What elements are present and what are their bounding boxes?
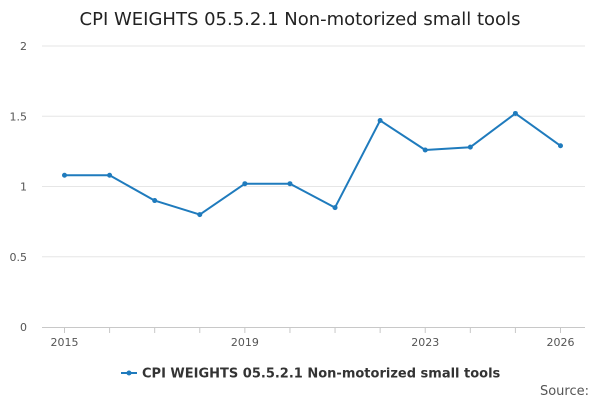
legend-label[interactable]: CPI WEIGHTS 05.5.2.1 Non-motorized small… — [142, 367, 501, 382]
y-tick-label: 0 — [20, 321, 27, 334]
data-point — [107, 172, 113, 178]
legend[interactable]: CPI WEIGHTS 05.5.2.1 Non-motorized small… — [121, 367, 501, 382]
data-point — [62, 172, 67, 178]
x-tick-label: 2019 — [231, 336, 259, 349]
data-point — [558, 143, 563, 149]
chart-title: CPI WEIGHTS 05.5.2.1 Non-motorized small… — [80, 9, 521, 30]
data-point — [242, 181, 248, 187]
data-point — [512, 110, 518, 116]
legend-marker — [126, 370, 132, 376]
y-axis-ticks: 0 0.5 1 1.5 2 — [10, 40, 28, 334]
series-line — [64, 112, 562, 216]
gridlines — [42, 45, 585, 258]
data-point — [377, 117, 383, 123]
data-point — [332, 205, 338, 211]
x-tick-label: 2026 — [547, 336, 575, 349]
data-point — [197, 212, 203, 218]
x-axis: 2015 2019 2023 2026 — [42, 327, 585, 349]
x-tick-label: 2023 — [411, 336, 439, 349]
y-tick-label: 0.5 — [10, 251, 28, 264]
data-point — [467, 144, 473, 150]
x-tick-label: 2015 — [51, 336, 79, 349]
series-group — [62, 110, 563, 218]
y-tick-label: 1.5 — [10, 110, 28, 123]
data-point — [152, 198, 158, 204]
y-tick-label: 2 — [20, 40, 27, 53]
y-tick-label: 1 — [20, 181, 27, 194]
data-point — [287, 181, 293, 187]
source-label: Source: — [540, 384, 589, 399]
data-point — [422, 147, 428, 153]
